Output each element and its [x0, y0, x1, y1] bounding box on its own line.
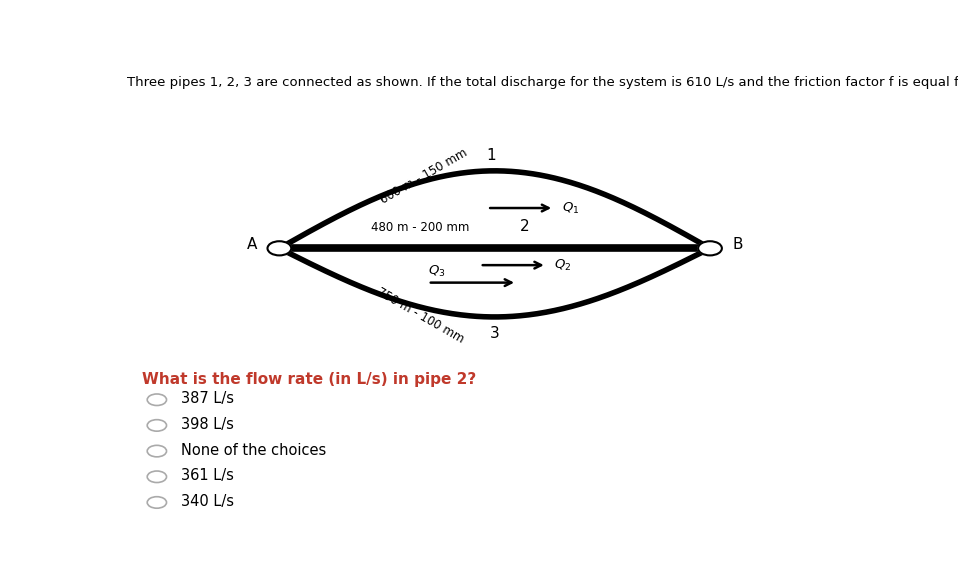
- Text: 480 m - 200 mm: 480 m - 200 mm: [372, 221, 469, 234]
- Circle shape: [148, 497, 167, 508]
- Text: 387 L/s: 387 L/s: [181, 392, 234, 407]
- Text: 3: 3: [490, 326, 499, 341]
- Text: Three pipes 1, 2, 3 are connected as shown. If the total discharge for the syste: Three pipes 1, 2, 3 are connected as sho…: [127, 76, 958, 89]
- Text: 1: 1: [486, 148, 496, 163]
- Text: $Q_1$: $Q_1$: [561, 201, 579, 216]
- Circle shape: [148, 394, 167, 405]
- Text: 398 L/s: 398 L/s: [181, 417, 234, 432]
- Text: 750 m - 100 mm: 750 m - 100 mm: [375, 286, 467, 346]
- Text: 600 m - 150 mm: 600 m - 150 mm: [378, 145, 470, 206]
- Text: B: B: [732, 237, 742, 252]
- Text: A: A: [247, 237, 257, 252]
- Circle shape: [148, 420, 167, 431]
- Circle shape: [698, 242, 722, 255]
- Text: 340 L/s: 340 L/s: [181, 494, 234, 509]
- Text: $Q_3$: $Q_3$: [428, 264, 445, 279]
- Circle shape: [148, 471, 167, 482]
- Circle shape: [148, 445, 167, 457]
- Text: $Q_2$: $Q_2$: [554, 258, 571, 273]
- Circle shape: [267, 242, 291, 255]
- Text: What is the flow rate (in L/s) in pipe 2?: What is the flow rate (in L/s) in pipe 2…: [142, 372, 476, 388]
- Text: 361 L/s: 361 L/s: [181, 469, 234, 484]
- Text: None of the choices: None of the choices: [181, 443, 326, 458]
- Text: 2: 2: [519, 219, 529, 234]
